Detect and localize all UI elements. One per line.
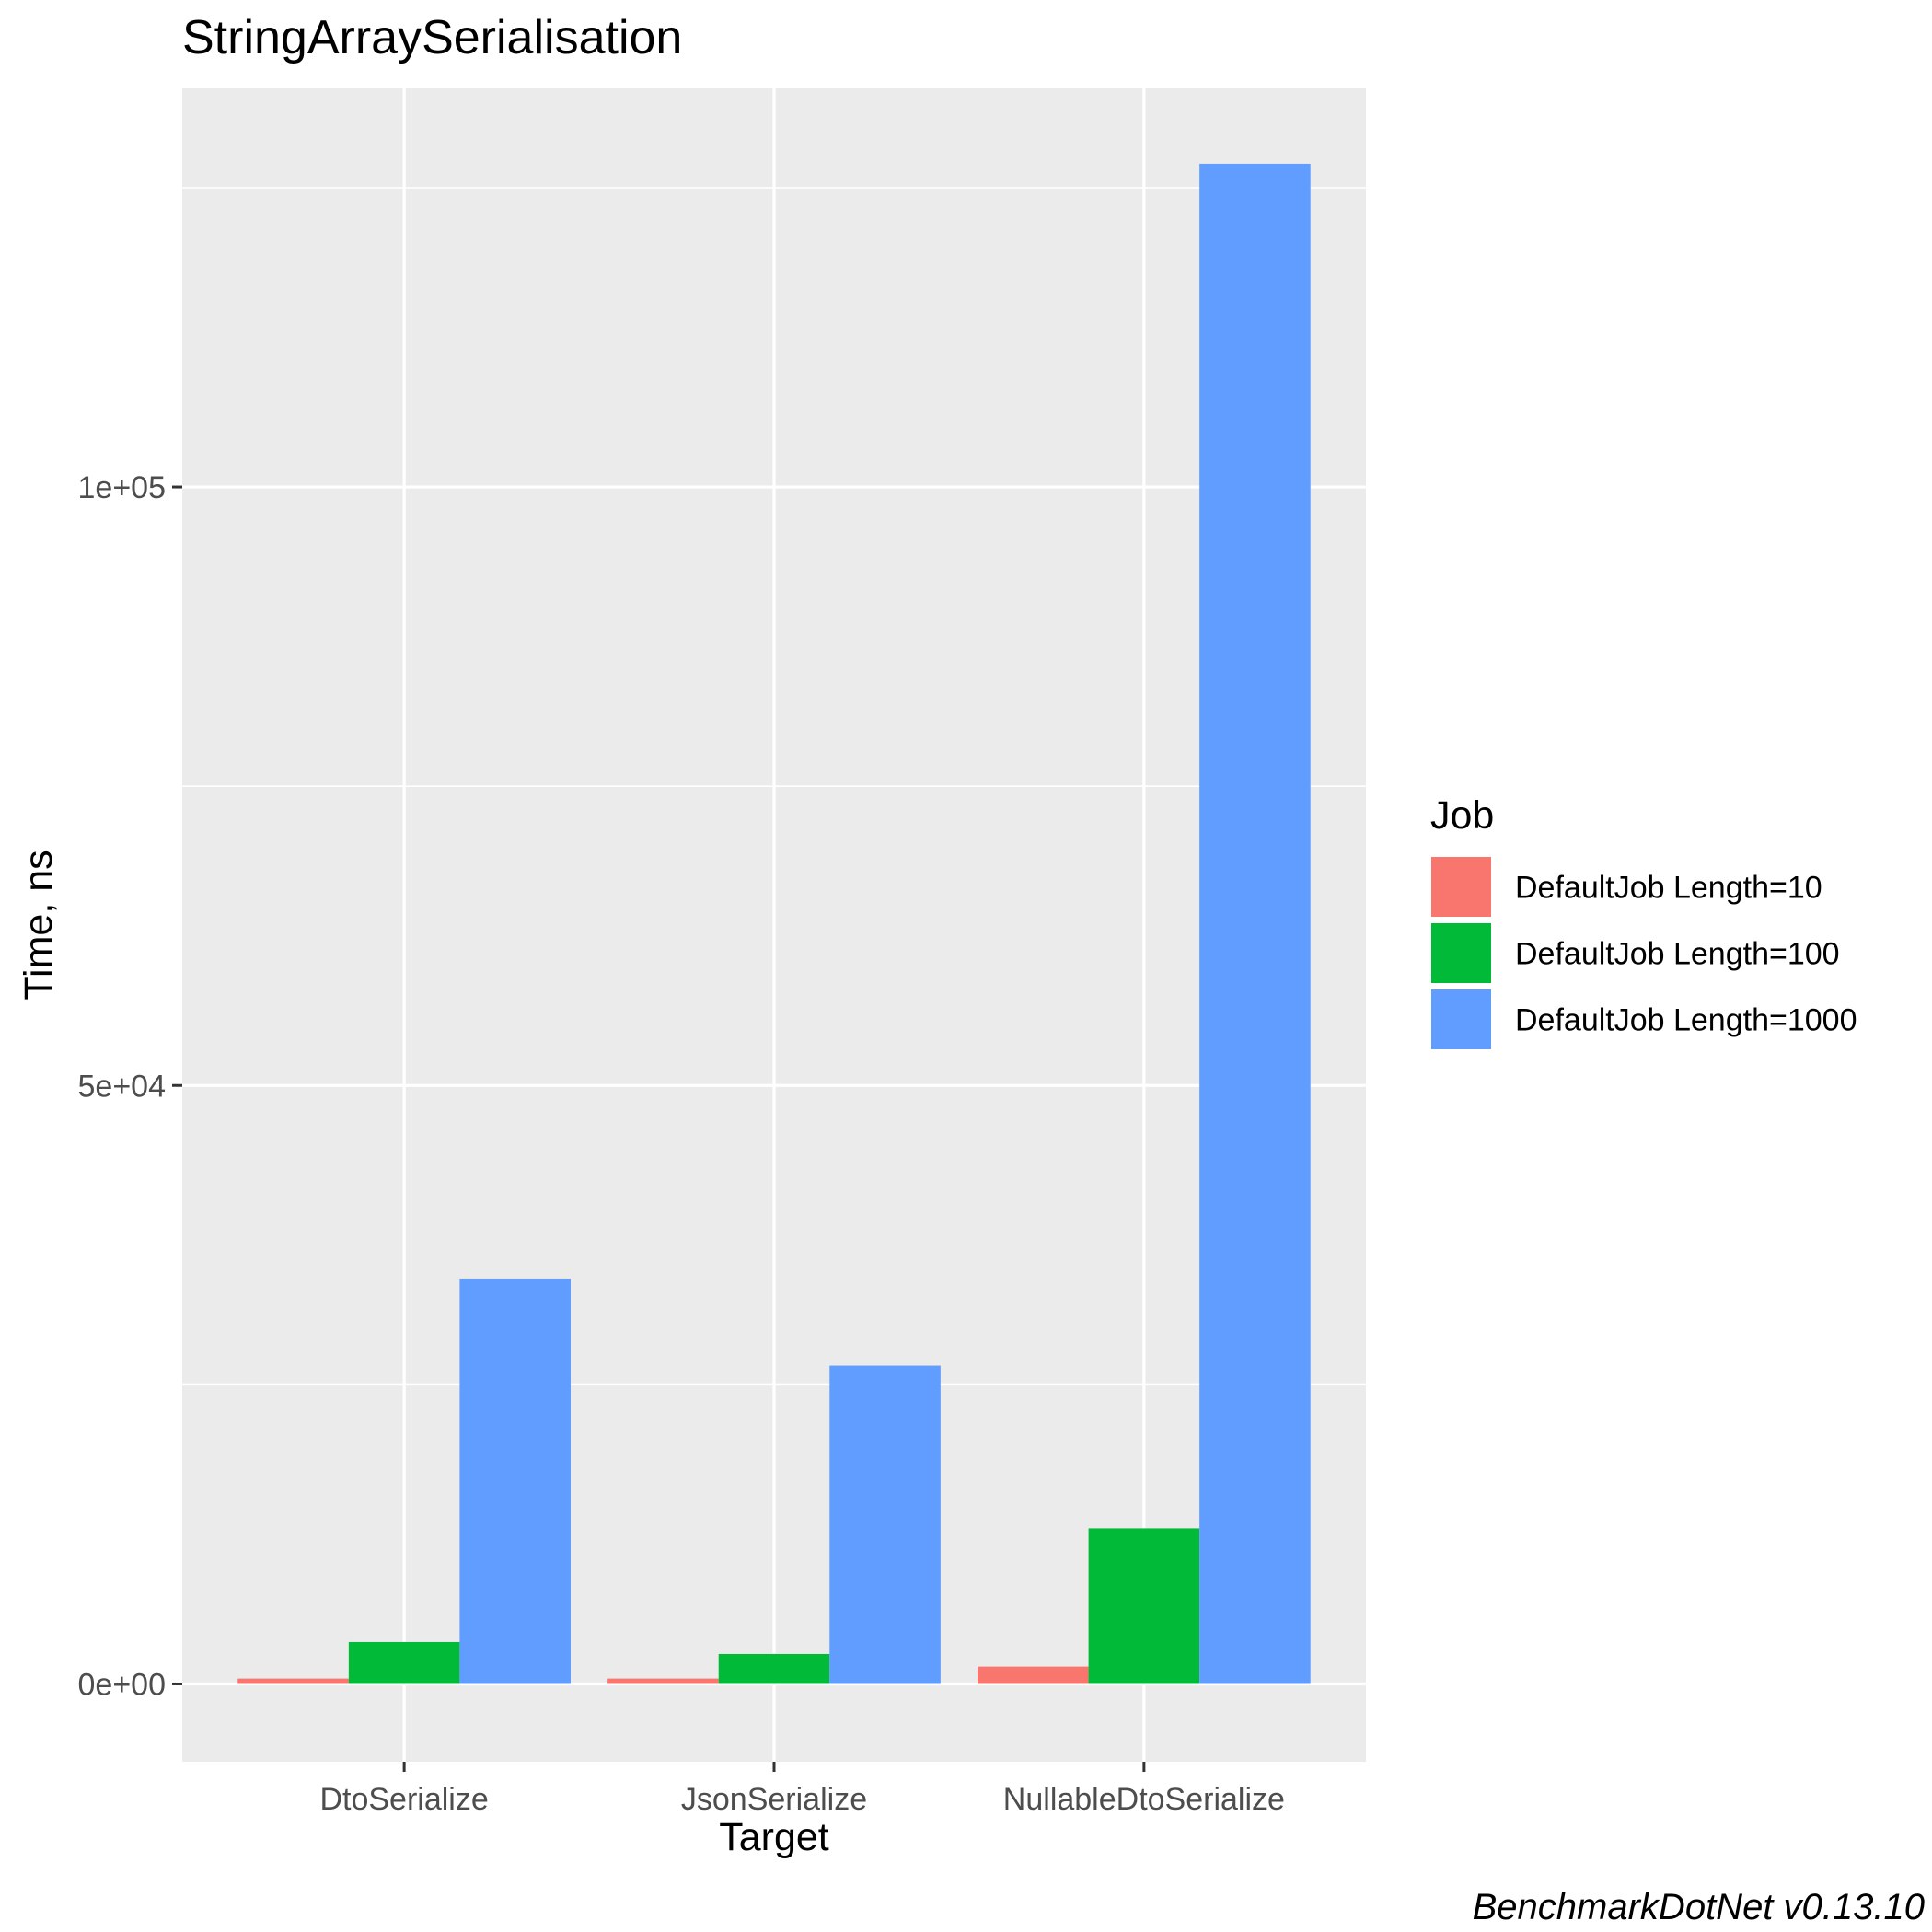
x-tick-label-0: DtoSerialize (319, 1782, 488, 1817)
bar-1-2 (829, 1365, 941, 1684)
x-tick-label-2: NullableDtoSerialize (1003, 1782, 1285, 1817)
legend-key-1 (1429, 921, 1493, 985)
chart-title: StringArraySerialisation (182, 11, 682, 64)
legend-label-0: DefaultJob Length=10 (1515, 871, 1822, 906)
bar-0-0 (237, 1678, 349, 1684)
chart-caption: BenchmarkDotNet v0.13.10 (1473, 1887, 1925, 1927)
bar-0-2 (459, 1278, 571, 1684)
y-axis-title: Time, ns (17, 850, 61, 1000)
bar-1-0 (607, 1678, 719, 1684)
legend-key-2 (1429, 988, 1493, 1051)
legend-label-2: DefaultJob Length=1000 (1515, 1003, 1857, 1038)
y-tick-label-2: 1e+05 (78, 470, 167, 505)
bar-2-0 (978, 1666, 1089, 1684)
y-tick-label-0: 0e+00 (78, 1667, 167, 1702)
legend-key-0 (1429, 855, 1493, 919)
bar-2-1 (1088, 1528, 1200, 1684)
bars (237, 163, 1311, 1684)
legend-title: Job (1430, 793, 1494, 838)
legend-items: DefaultJob Length=10 DefaultJob Length=10… (1429, 855, 1857, 1051)
y-tick-label-1: 5e+04 (78, 1069, 167, 1104)
bar-0-1 (348, 1641, 460, 1684)
x-axis-title: Target (719, 1815, 829, 1859)
x-axis: DtoSerialize JsonSerialize NullableDtoSeri… (319, 1762, 1285, 1817)
bar-1-1 (718, 1653, 830, 1684)
legend-label-1: DefaultJob Length=100 (1515, 937, 1840, 972)
bar-2-2 (1199, 163, 1311, 1684)
x-tick-label-1: JsonSerialize (681, 1782, 867, 1817)
y-axis: 0e+00 5e+04 1e+05 (78, 470, 182, 1702)
